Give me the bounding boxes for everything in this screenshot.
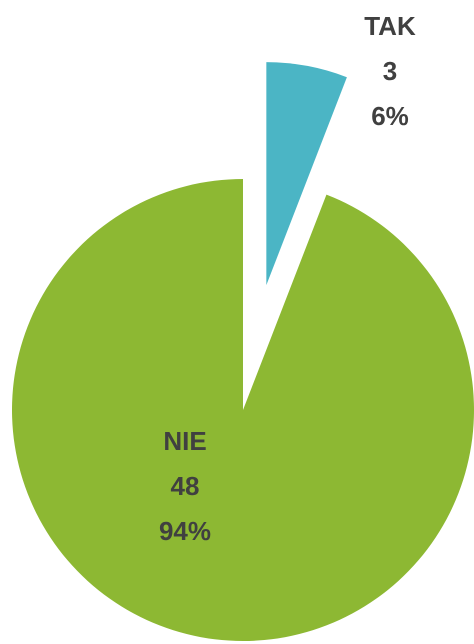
slice-label-percent: 94% [159,516,211,546]
slice-label-percent: 6% [371,101,409,131]
slice-label-name: NIE [163,426,206,456]
pie-slice [12,179,474,641]
slice-label-name: TAK [364,11,416,41]
slice-label-value: 3 [383,56,397,86]
pie-slice [266,62,347,286]
slice-label-value: 48 [171,471,200,501]
